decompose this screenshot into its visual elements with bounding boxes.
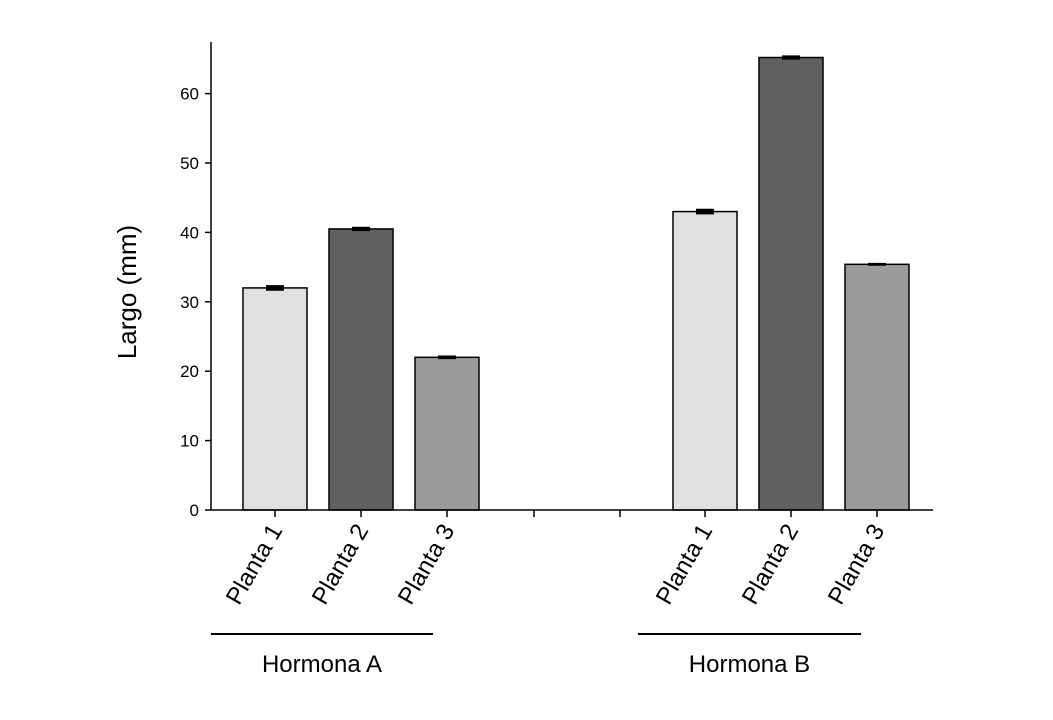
category-label: Planta 2 — [307, 520, 374, 610]
group-label: Hormona B — [689, 651, 810, 678]
category-label: Planta 3 — [393, 520, 460, 610]
category-label: Planta 3 — [823, 520, 890, 610]
bars-layer — [242, 55, 910, 511]
y-tick-label: 10 — [180, 432, 199, 451]
y-tick-label: 50 — [180, 154, 199, 173]
y-tick-label: 20 — [180, 362, 199, 381]
bar — [414, 356, 480, 511]
category-label: Planta 1 — [651, 520, 718, 610]
group-label: Hormona A — [262, 651, 382, 678]
bar — [328, 228, 394, 511]
bar — [242, 287, 308, 511]
y-tick-label: 0 — [190, 501, 199, 520]
bar — [672, 210, 738, 511]
category-label: Planta 2 — [737, 520, 804, 610]
y-tick-label: 60 — [180, 85, 199, 104]
y-axis-label: Largo (mm) — [112, 225, 142, 359]
y-tick-label: 30 — [180, 293, 199, 312]
bar — [758, 56, 824, 511]
category-label: Planta 1 — [221, 520, 288, 610]
y-tick-label: 40 — [180, 223, 199, 242]
bar — [844, 263, 910, 511]
axes-layer — [205, 42, 933, 635]
